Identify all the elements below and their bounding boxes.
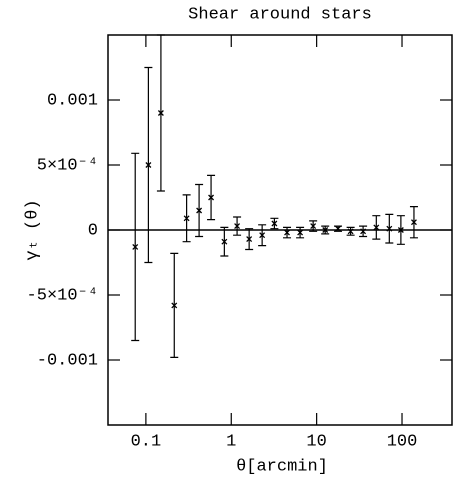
marker [246,236,253,243]
x-tick-label: 1 [226,432,236,451]
marker [145,162,152,168]
marker [171,302,178,309]
marker [221,238,228,245]
marker [284,229,290,236]
marker [373,224,380,231]
marker [297,229,304,236]
marker [410,219,417,226]
chart-title: Shear around stars [188,5,372,24]
marker [132,243,139,250]
marker [157,110,164,116]
marker [386,225,393,232]
marker [360,228,367,235]
marker [310,223,317,230]
x-tick-label: 0.1 [131,432,162,451]
marker [322,227,329,233]
marker [347,228,354,235]
y-tick-label: 0.001 [47,91,98,110]
y-tick-label: 0 [88,221,98,240]
x-tick-label: 10 [306,432,326,451]
marker [271,220,278,227]
marker [335,225,341,232]
marker [196,207,203,214]
x-axis-label: θ[arcmin] [236,457,328,476]
marker [397,227,404,233]
y-tick-label: -5×10⁻⁴ [27,286,98,305]
y-axis-label: γₜ (θ) [23,199,42,260]
marker [208,194,215,201]
marker [259,232,266,239]
x-tick-label: 100 [387,432,418,451]
marker [183,215,190,222]
y-tick-label: 5×10⁻⁴ [37,156,98,175]
marker [234,223,241,230]
y-tick-label: -0.001 [37,351,98,370]
